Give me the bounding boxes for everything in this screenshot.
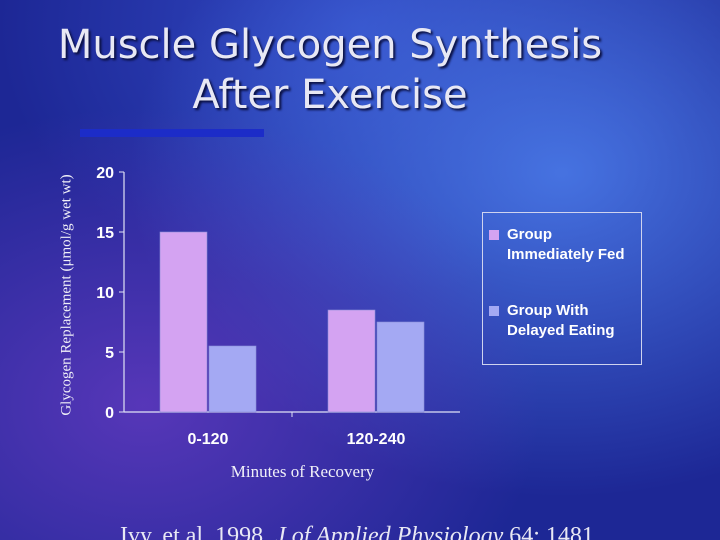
y-tick-label: 5 [105, 345, 114, 362]
citation-authors: Ivy, et al, 1998, [120, 523, 270, 540]
chart-bars [159, 231, 425, 413]
bar-delayed-eating-120-240 [376, 321, 425, 413]
title-line-2: After Exercise [192, 72, 468, 118]
legend-label-delayed-eating: Group With Delayed Eating [507, 302, 615, 339]
bar-delayed-eating-0-120 [208, 345, 257, 413]
citation: Ivy, et al, 1998, J of Applied Physiolog… [120, 521, 640, 540]
citation-journal: J of Applied Physiology [275, 523, 504, 540]
y-tick-label: 10 [96, 285, 114, 302]
slide-title: Muscle Glycogen Synthesis After Exercise [40, 20, 620, 120]
x-axis-label: Minutes of Recovery [230, 462, 375, 481]
bar-immediately-fed-0-120 [159, 231, 208, 413]
y-tick-label: 15 [96, 225, 114, 242]
y-tick-label: 0 [105, 405, 114, 422]
chart-legend: Group Immediately Fed Group With Delayed… [482, 212, 642, 365]
x-tick-label-0-120: 0-120 [188, 431, 229, 448]
y-tick-label: 20 [96, 165, 114, 182]
legend-label-immediately-fed: Group Immediately Fed [507, 226, 625, 263]
y-axis-label: Glycogen Replacement (μmol/g wet wt) [58, 174, 75, 416]
y-tick-labels: 0 5 10 15 20 [96, 165, 124, 422]
title-line-1: Muscle Glycogen Synthesis [57, 22, 603, 68]
x-tick-labels: 0-120 120-240 [188, 412, 406, 448]
legend-swatch-immediately-fed [489, 230, 499, 240]
x-tick-label-120-240: 120-240 [347, 431, 406, 448]
citation-volume: 64: 1481 [509, 523, 594, 540]
title-accent-bar [80, 129, 264, 137]
bar-immediately-fed-120-240 [327, 309, 376, 413]
legend-swatch-delayed-eating [489, 306, 499, 316]
